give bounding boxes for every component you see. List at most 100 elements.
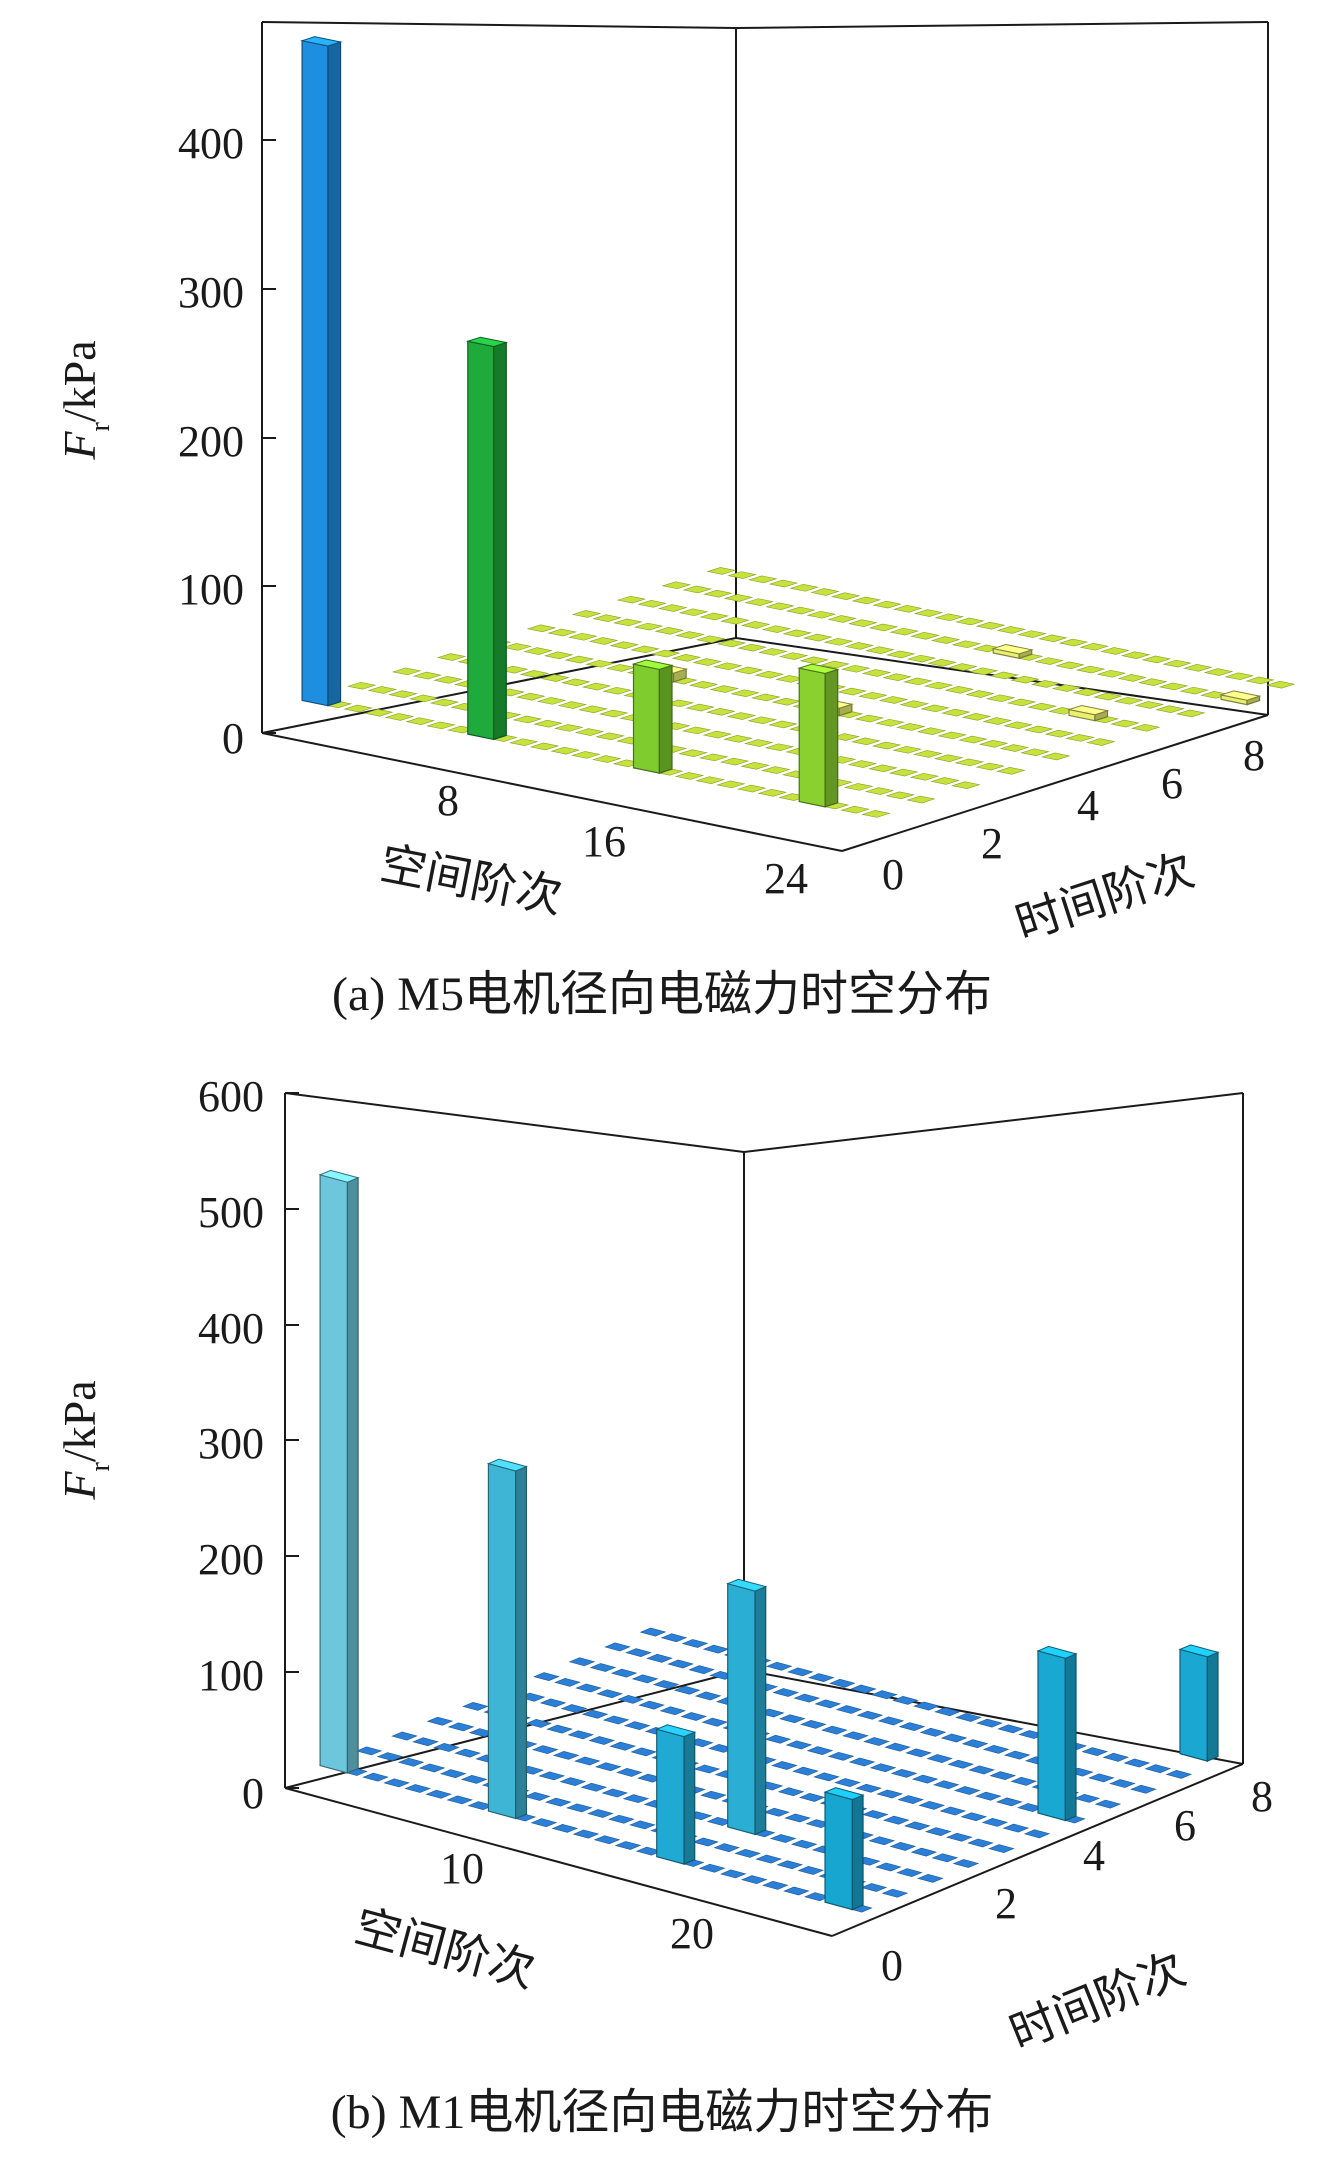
panel-a-floor-cell [889,627,919,636]
panel-a-floor-cell [536,697,567,705]
panel-a-floor-cell [751,693,781,702]
panel-a-y-ticks: 0 2 4 6 8 [882,731,1265,899]
panel-b-floor-cell [982,1745,1010,1754]
panel-b-floor-cell [989,1771,1016,1781]
panel-a-floor-cell [674,772,705,780]
panel-a-floor-cell [1162,659,1192,668]
panel-a-bar-side [658,664,673,774]
panel-b-floor-cell [835,1705,863,1714]
panel-a-floor-cell [868,764,898,773]
panel-b-floor-cell [397,1757,425,1767]
panel-a-floor-cell [595,732,625,741]
panel-b-chart: 0 100 200 300 400 500 600 10 20 0 2 4 6 … [54,1072,1273,2139]
panel-a-z-tick-100: 100 [178,565,244,614]
panel-a-floor-cell [695,776,725,784]
panel-a-floor-cell [978,740,1009,748]
panel-a-floor-cell [830,733,860,741]
panel-a-floor-cell [844,642,875,650]
panel-b-floor-cell [946,1832,973,1842]
panel-b-floor-cell [616,1768,643,1777]
panel-a-floor-cell [571,610,602,618]
panel-b-floor-cell [829,1678,856,1688]
panel-b-floor-cell [911,1774,939,1784]
panel-b-floor-cell [762,1880,789,1890]
panel-b-floor-cell [602,1715,630,1725]
panel-b-floor-cell [783,1886,810,1896]
panel-a-floor-cell [699,753,729,762]
panel-a-floor-cell [1058,638,1089,647]
panel-b-floor-cell [454,1748,481,1758]
panel-b-top-back-edge [284,1092,745,1153]
panel-b-floor-cell [734,1848,761,1858]
panel-b-floor-cell [968,1765,995,1775]
panel-b-bar-front [727,1582,756,1836]
panel-b-x-axis [284,1787,833,1937]
panel-b-y-tick-6: 6 [1174,1801,1196,1850]
panel-b-floor-cell [776,1860,804,1870]
panel-a-y-tick-0: 0 [882,850,904,899]
panel-b-floor-cell [596,1689,623,1699]
panel-b-floor-cell [702,1644,730,1654]
panel-a-floor-cell [778,652,809,660]
panel-a-chart: 0 100 200 300 400 8 16 24 0 2 4 6 8 Fr/k… [54,21,1296,1021]
panel-b-floor-cell [525,1719,552,1728]
panel-a-floor-cell [906,654,937,663]
panel-a-floor-cell [678,608,709,617]
panel-b-floor-cell [568,1657,596,1667]
panel-b-floor-cell [688,1665,715,1675]
panel-b-floor-cell [926,1754,953,1763]
panel-a-floor-cell [1175,709,1206,718]
panel-a-floor-cell [364,708,394,717]
panel-a-bar-side [327,41,342,707]
panel-b-floor-cell [595,1762,622,1772]
panel-b-floor-cell [896,1868,923,1878]
panel-a-floor-cell [754,670,785,679]
panel-b-floor-cell [947,1759,974,1769]
panel-b-floor-cell [1088,1773,1115,1783]
panel-b-floor-cell [981,1818,1009,1827]
panel-a-floor-cell [574,728,605,736]
panel-b-bar-top [1036,1645,1078,1659]
panel-b-y-tick-4: 4 [1083,1831,1105,1880]
panel-b-floor-cell [813,1772,840,1782]
panel-a-floor-cell [533,719,563,728]
panel-a-floor-cell [516,692,546,701]
panel-b-floor-cell [646,1653,673,1663]
panel-b-floor-cell [447,1722,475,1732]
panel-b-bar-side [346,1176,359,1774]
panel-a-floor-cell [681,726,712,735]
panel-b-floor-cell [842,1731,869,1741]
panel-a-floor-cell [568,632,598,641]
panel-b-floor-cell [976,1718,1003,1728]
panel-a-z-label-sub: r [85,422,116,432]
panel-a-floor-cell [861,810,891,818]
panel-b-floor-cell [939,1806,967,1816]
panel-b-floor-cell [439,1769,467,1779]
panel-a-floor-cell [682,585,712,594]
panel-b-floor-cell [698,1863,726,1873]
panel-a-floor-cell [637,600,667,608]
panel-a-floor-cell [996,767,1026,775]
panel-a-floor-cell [965,690,995,698]
panel-b-floor-cell [680,1712,707,1721]
panel-b-floor-cell [533,1672,560,1682]
panel-b-floor-cell [1144,1764,1172,1774]
panel-b-floor-back-right [743,1669,1244,1765]
panel-b-floor-cell [566,1803,593,1813]
panel-b-floor-cell [792,1766,819,1776]
panel-b-floor-cell [614,1841,642,1850]
panel-a-floor-cell [675,631,705,639]
panel-a-floor-cell [958,735,988,744]
panel-a-floor-cell [989,671,1020,680]
panel-a-bar-top [1219,690,1262,701]
panel-a-floor-cell [630,645,660,654]
panel-a-floor-cell [1203,668,1234,676]
panel-b-floor-cell [667,1659,694,1669]
panel-b-floor-cell [961,1739,989,1749]
panel-b-floor-cell [863,1737,890,1746]
panel-a-floor-cell [785,606,816,615]
panel-a-floor-cell [820,660,850,669]
panel-a-floor-cell [730,689,760,698]
panel-b-floor-cell [404,1784,431,1793]
panel-b-floor-cell [462,1701,489,1711]
